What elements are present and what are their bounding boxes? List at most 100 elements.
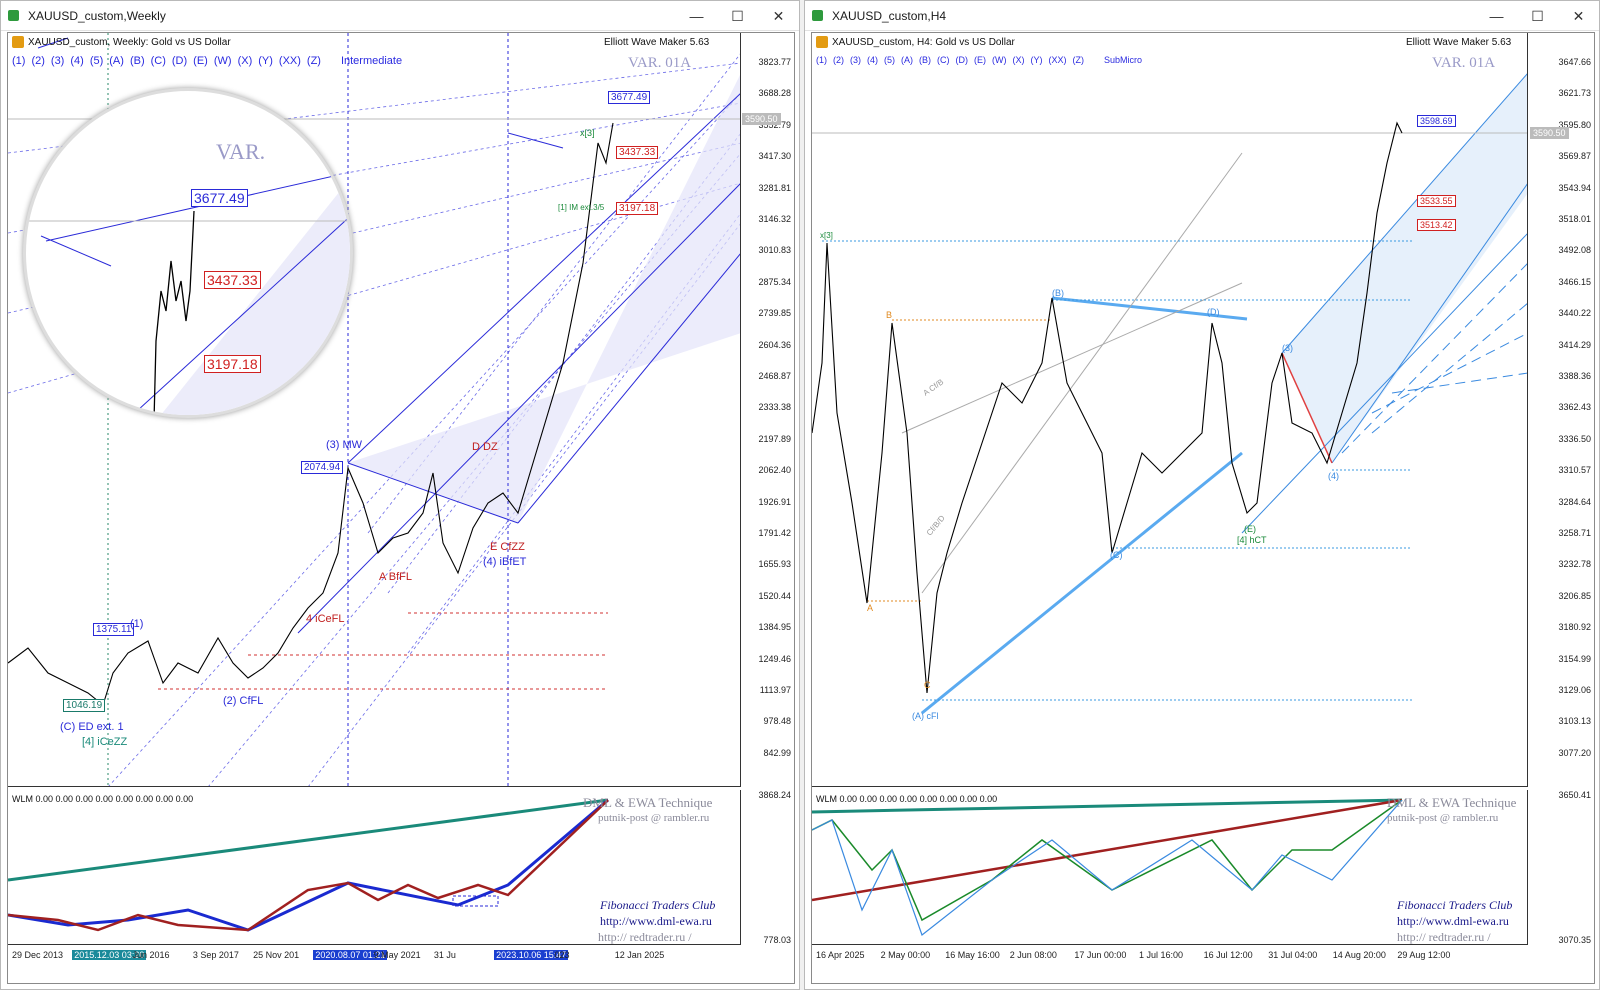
- maximize-button[interactable]: ☐: [731, 7, 744, 24]
- wave-button[interactable]: (4): [867, 55, 878, 65]
- time-tick: 14 Aug 20:00: [1332, 950, 1386, 960]
- time-tick: 3 Sep 2017: [192, 950, 239, 960]
- wave-label-e: E CfZZ: [490, 541, 525, 553]
- time-tick: 2015.12.03 03:20: [72, 950, 147, 960]
- minimize-button[interactable]: —: [689, 7, 704, 24]
- wave-button[interactable]: (2): [31, 55, 45, 67]
- high-price-label: 2074.94: [301, 461, 344, 474]
- wlm-header: WLM 0.00 0.00 0.00 0.00 0.00 0.00 0.00 0…: [816, 794, 998, 804]
- close-button[interactable]: ✕: [772, 7, 785, 24]
- wave-button[interactable]: (X): [237, 55, 253, 67]
- wave-button[interactable]: (3): [850, 55, 861, 65]
- time-tick: 25 Nov 201: [253, 950, 300, 960]
- time-tick: Jun 2016: [132, 950, 170, 960]
- wave-button[interactable]: (XX): [278, 55, 301, 67]
- wave-button[interactable]: (E): [193, 55, 208, 67]
- brand-url-2[interactable]: http:// redtrader.ru /: [598, 930, 692, 944]
- wave-button[interactable]: (Y): [258, 55, 273, 67]
- wave-label-b-paren: (B): [1052, 288, 1064, 298]
- brand-club: Fibonacci Traders Club: [600, 898, 716, 912]
- wave-button[interactable]: (A): [109, 55, 124, 67]
- wave-label-4: 4 iCeFL: [306, 613, 345, 625]
- chart-window-icon: [812, 10, 823, 21]
- wave-button[interactable]: (X): [1012, 55, 1025, 65]
- wave-label-c: C: [924, 680, 931, 690]
- wlm-header: WLM 0.00 0.00 0.00 0.00 0.00 0.00 0.00 0…: [12, 794, 194, 804]
- wave-button[interactable]: (A): [901, 55, 913, 65]
- wave-button[interactable]: (B): [129, 55, 145, 67]
- zoom-target-label: 3677.49: [191, 189, 248, 207]
- price-tick: 978.48: [763, 716, 791, 727]
- price-tick: 3688.28: [758, 88, 791, 99]
- wave-buttons[interactable]: (1) (2) (3) (4) (5) (A) (B) (C) (D) (E) (W) (X) (Y) (…: [12, 55, 408, 67]
- brand-url-1[interactable]: http://www.dml-ewa.ru: [1397, 914, 1509, 928]
- chart-area[interactable]: VAR. 3677.49 3437.33 3197.18 XAUUSD_cust…: [7, 32, 795, 984]
- window-title: XAUUSD_custom,Weekly: [28, 8, 166, 23]
- wave-button[interactable]: (D): [955, 55, 969, 65]
- wlm-indicator-panel[interactable]: WLM 0.00 0.00 0.00 0.00 0.00 0.00 0.00 0…: [8, 790, 741, 945]
- maximize-button[interactable]: ☐: [1531, 7, 1544, 24]
- wlm-axis: 3650.41 3070.35: [1539, 790, 1594, 945]
- main-price-plot[interactable]: XAUUSD_custom, H4: Gold vs US Dollar Ell…: [812, 33, 1528, 787]
- price-axis[interactable]: 3823.773688.283552.793417.303281.813146.…: [739, 33, 794, 787]
- chart-header-text: XAUUSD_custom, H4: Gold vs US Dollar: [832, 36, 1015, 48]
- price-tick: 3284.64: [1558, 496, 1591, 507]
- brand-url-1[interactable]: http://www.dml-ewa.ru: [600, 914, 712, 928]
- weekly-chart-window[interactable]: XAUUSD_custom,Weekly — ☐ ✕: [0, 0, 800, 990]
- price-tick: 3647.66: [1558, 57, 1591, 67]
- price-tick: 1926.91: [758, 496, 791, 507]
- time-tick: 16 May 16:00: [945, 950, 1000, 960]
- wave-button[interactable]: (1): [12, 55, 26, 67]
- wave-label-4-bracket: [4] iCeZZ: [82, 736, 128, 748]
- wave-button[interactable]: (W): [992, 55, 1007, 65]
- wave-label-3-paren: (3): [1282, 343, 1293, 353]
- wave-button[interactable]: (4): [70, 55, 84, 67]
- time-tick: 29 Dec 2013: [12, 950, 64, 960]
- price-tick: 2468.87: [758, 371, 791, 381]
- chart-area[interactable]: XAUUSD_custom, H4: Gold vs US Dollar Ell…: [811, 32, 1595, 984]
- wave-button[interactable]: (2): [833, 55, 844, 65]
- wave-label-b: B: [886, 310, 893, 320]
- title-bar[interactable]: XAUUSD_custom,Weekly — ☐ ✕: [1, 1, 799, 31]
- price-tick: 3129.06: [1558, 685, 1591, 695]
- wave-button[interactable]: (3): [50, 55, 65, 67]
- wave-button[interactable]: (5): [884, 55, 895, 65]
- wave-button[interactable]: (B): [919, 55, 931, 65]
- wlm-indicator-panel[interactable]: WLM 0.00 0.00 0.00 0.00 0.00 0.00 0.00 0…: [812, 790, 1528, 945]
- variant-label: VAR. 01A: [628, 55, 692, 71]
- wave-button[interactable]: (W): [213, 55, 232, 67]
- wave-button[interactable]: (1): [816, 55, 827, 65]
- wave-button[interactable]: (E): [974, 55, 986, 65]
- wave-button[interactable]: (5): [89, 55, 104, 67]
- price-tick: 3010.83: [758, 245, 791, 256]
- zoom-red-label-2: 3197.18: [204, 355, 261, 373]
- wave-button[interactable]: (C): [937, 55, 950, 65]
- minimize-button[interactable]: —: [1489, 7, 1504, 24]
- wave-button[interactable]: (Z): [1072, 55, 1085, 65]
- target-price-label: 3677.49: [608, 91, 651, 104]
- price-tick: 2062.40: [758, 465, 791, 476]
- wave-button[interactable]: Intermediate: [340, 55, 403, 67]
- time-axis[interactable]: 29 Dec 2013 2015.12.03 03:20 Jun 2016 3 Sep…: [8, 946, 741, 966]
- wave-button[interactable]: (Y): [1030, 55, 1043, 65]
- price-tick: 3310.57: [1558, 465, 1591, 476]
- wave-button[interactable]: SubMicro: [1104, 55, 1143, 65]
- price-axis[interactable]: 3647.66 3621.73 3595.80 3569.87 3543.94 3518.…: [1539, 33, 1594, 787]
- time-axis[interactable]: 16 Apr 2025 2 May 00:00 16 May 16:00 2 Jun …: [812, 946, 1528, 966]
- wave-button[interactable]: (XX): [1048, 55, 1067, 65]
- h4-chart-window[interactable]: XAUUSD_custom,H4 — ☐ ✕ XAUUSD_custom, H: [804, 0, 1600, 990]
- close-button[interactable]: ✕: [1572, 7, 1585, 24]
- title-bar[interactable]: XAUUSD_custom,H4 — ☐ ✕: [805, 1, 1599, 31]
- price-tick: 3414.29: [1558, 339, 1591, 350]
- wave-buttons[interactable]: (1) (2) (3) (4) (5) (A) (B) (C) (D) (E) (W) (X) (Y) (…: [816, 55, 1148, 65]
- brand-url-2[interactable]: http:// redtrader.ru /: [1397, 930, 1491, 944]
- wave-label-1: (1): [130, 618, 144, 630]
- price-tick: 3206.85: [1558, 590, 1591, 601]
- price-tick: 3180.92: [1558, 622, 1591, 633]
- wave-button[interactable]: (D): [171, 55, 188, 67]
- price-tick: 3569.87: [1558, 151, 1591, 162]
- wave-button[interactable]: (C): [150, 55, 166, 67]
- wave-label-4-paren: (4) iBfET: [483, 556, 527, 568]
- wave-button[interactable]: (Z): [306, 55, 321, 67]
- main-price-plot[interactable]: VAR. 3677.49 3437.33 3197.18 XAUUSD_cust…: [8, 33, 741, 787]
